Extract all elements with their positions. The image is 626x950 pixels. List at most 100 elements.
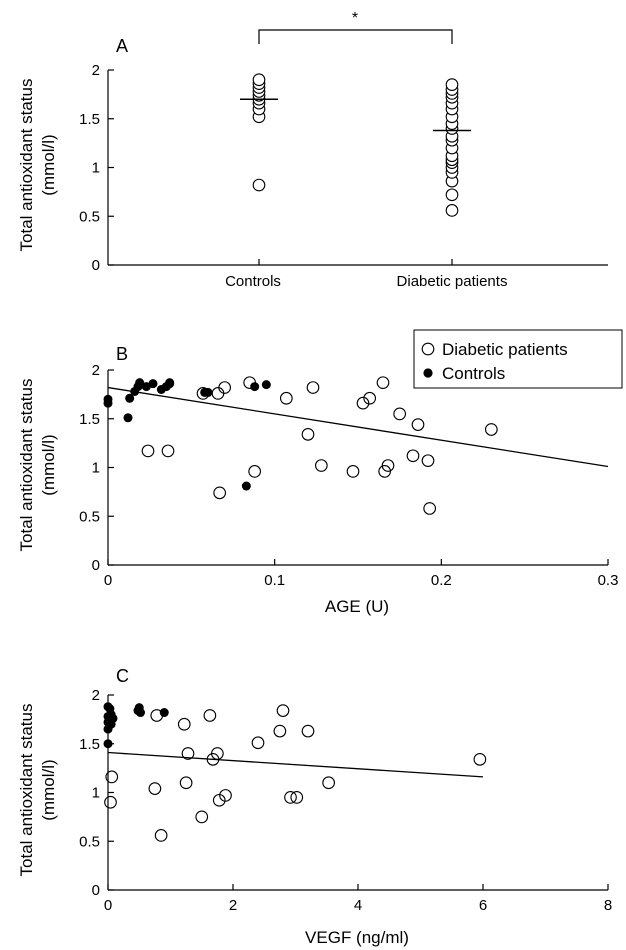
panel-b-diabetic-point	[306, 381, 320, 394]
panel-b-diabetic-point	[376, 376, 390, 390]
panel-c-control-point	[103, 739, 113, 749]
panel-c-control-point	[136, 708, 145, 718]
panel-a-ylabel-line1: Total antioxidant status	[17, 79, 36, 252]
panel-a-category-controls: Controls	[225, 273, 281, 290]
panel-b-y-tick-label: 0.5	[79, 508, 100, 525]
panel-b-diabetic-point	[363, 391, 377, 405]
panel-c-x-tick-label: 4	[354, 897, 362, 914]
panel-c-y-tick-label: 2	[92, 687, 100, 704]
panel-a-y-tick-label: 0	[92, 257, 100, 274]
panel-b-x-tick-label: 0.1	[264, 572, 285, 589]
legend-diabetic-marker	[421, 342, 435, 356]
panel-c-diabetic-point	[211, 747, 224, 760]
panel-c-x-tick-label: 0	[104, 897, 112, 914]
panel-c-diabetic-point	[179, 776, 193, 790]
panel-c-y-tick-label: 1.5	[79, 736, 100, 753]
panel-a-y-tick-label: 2	[92, 62, 100, 79]
panel-b-diabetic-point	[213, 486, 227, 500]
legend-box	[413, 329, 623, 389]
panel-c-diabetic-point	[181, 747, 195, 760]
panel-c-y-tick-label: 1	[92, 785, 100, 802]
panel-b-diabetic-point	[421, 454, 435, 468]
panel-c-diabetic-point	[203, 709, 217, 722]
panel-a-point	[445, 78, 459, 91]
panel-b-control-point	[123, 413, 133, 423]
panel-c-y-tick-label: 0	[92, 882, 100, 899]
panel-b-regression-line	[107, 386, 609, 468]
panel-c-diabetic-point	[177, 717, 191, 731]
panel-c-diabetic-point	[219, 789, 232, 802]
panel-c-letter: C	[116, 666, 129, 686]
panel-b-control-point	[125, 393, 135, 403]
legend-controls-marker	[423, 368, 433, 378]
panel-b-diabetic-point	[423, 502, 437, 515]
panel-c-diabetic-point	[105, 770, 119, 784]
panel-c-ylabel-line1: Total antioxidant status	[17, 704, 36, 877]
panel-a-point	[445, 204, 459, 217]
panel-a-category-diabetic: Diabetic patients	[397, 273, 508, 290]
panel-b-diabetic-point	[161, 444, 175, 458]
panel-b-control-point	[103, 394, 113, 404]
panel-b-diabetic-point	[211, 387, 225, 400]
panel-c-regression-line	[107, 751, 484, 778]
panel-b-control-point	[135, 378, 145, 388]
panel-b-y-tick-label: 1.5	[79, 411, 100, 428]
panel-b-control-point	[241, 481, 251, 491]
panel-b-diabetic-point	[141, 444, 155, 458]
legend-diabetic-label: Diabetic patients	[442, 340, 568, 359]
panel-c-y-tick-label: 0.5	[79, 833, 100, 850]
panel-c-xlabel: VEGF (ng/ml)	[305, 928, 409, 947]
panel-b-diabetic-point	[218, 381, 232, 394]
panel-c-diabetic-point	[273, 724, 287, 738]
panel-b-diabetic-point	[356, 396, 370, 410]
panel-b-control-point	[203, 387, 213, 397]
panel-a-point	[252, 178, 266, 192]
panel-c-diabetic-point	[284, 791, 297, 804]
panel-a-ylabel-line2: (mmol/l)	[39, 134, 58, 195]
panel-b-diabetic-point	[248, 465, 262, 478]
panel-c-diabetic-point	[301, 724, 315, 738]
panel-b-diabetic-point	[484, 423, 498, 436]
panel-c-diabetic-point	[276, 704, 290, 717]
significance-bracket	[258, 29, 453, 44]
panel-c: C Total antioxidant status (mmol/l) VEGF…	[17, 666, 612, 947]
panel-b-control-point	[261, 380, 271, 390]
panel-a-point	[252, 73, 266, 87]
panel-c-ylabel-line2: (mmol/l)	[39, 759, 58, 820]
panel-c-diabetic-point	[104, 795, 117, 809]
panel-b-x-tick-label: 0.3	[598, 572, 619, 589]
panel-b-ylabel-line2: (mmol/l)	[39, 434, 58, 495]
panel-b-xlabel: AGE (U)	[325, 597, 389, 616]
panel-c-diabetic-point	[195, 810, 209, 824]
panel-b-diabetic-point	[346, 465, 360, 478]
panel-c-diabetic-point	[290, 791, 304, 804]
panel-c-x-tick-label: 6	[479, 897, 487, 914]
panel-b-diabetic-point	[279, 391, 293, 405]
panel-b-letter: B	[116, 344, 128, 364]
panel-c-diabetic-point	[148, 782, 162, 795]
panel-a-y-tick-label: 0.5	[79, 208, 100, 225]
panel-a-letter: A	[116, 36, 128, 56]
panel-c-diabetic-point	[322, 776, 335, 790]
panel-a-point	[445, 188, 459, 202]
panel-c-diabetic-point	[251, 736, 265, 750]
panel-b: B Total antioxidant status (mmol/l) AGE …	[17, 329, 623, 616]
panel-c-x-tick-label: 8	[604, 897, 612, 914]
panel-b-diabetic-point	[393, 407, 407, 421]
panel-b-x-tick-label: 0.2	[431, 572, 452, 589]
panel-b-control-point	[250, 382, 260, 392]
panel-b-control-point	[148, 379, 158, 389]
panel-a-y-tick-label: 1	[92, 160, 100, 177]
panel-b-diabetic-point	[406, 449, 420, 463]
panel-b-diabetic-point	[314, 459, 328, 472]
panel-b-y-tick-label: 2	[92, 362, 100, 379]
significance-star: *	[352, 10, 358, 27]
panel-b-diabetic-point	[381, 459, 395, 472]
panel-b-y-tick-label: 0	[92, 557, 100, 574]
panel-c-diabetic-point	[154, 829, 168, 842]
legend-controls-label: Controls	[442, 364, 505, 383]
panel-b-x-tick-label: 0	[104, 572, 112, 589]
panel-b-ylabel-line1: Total antioxidant status	[17, 379, 36, 552]
panel-b-diabetic-point	[301, 428, 315, 441]
